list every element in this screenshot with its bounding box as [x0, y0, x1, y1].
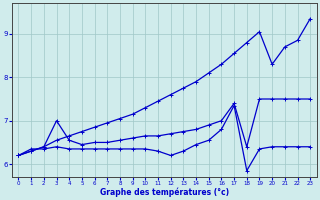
X-axis label: Graphe des températures (°c): Graphe des températures (°c)	[100, 187, 229, 197]
